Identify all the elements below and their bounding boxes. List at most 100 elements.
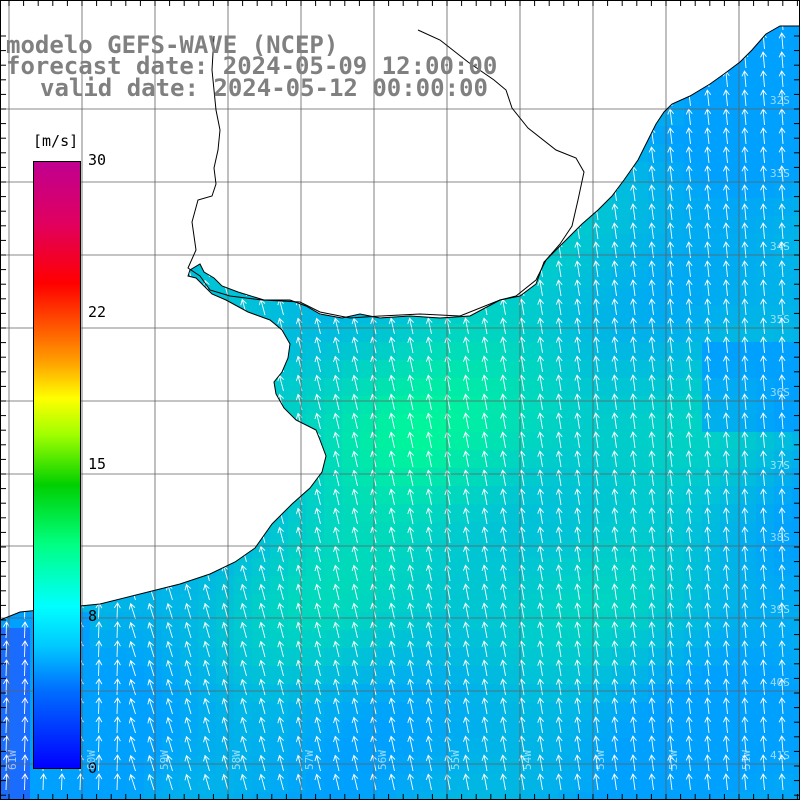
wind-arrow <box>114 716 121 734</box>
wind-arrow <box>648 735 656 753</box>
wind-speed-cell <box>792 396 800 414</box>
wind-arrow <box>425 317 433 335</box>
wind-arrow <box>722 146 730 164</box>
lon-label-61w: 61W <box>6 750 19 770</box>
wind-arrow <box>184 697 192 715</box>
wind-arrow <box>555 393 563 411</box>
wind-arrow <box>537 716 544 734</box>
wind-speed-cell <box>540 756 558 774</box>
wind-arrow <box>555 336 563 354</box>
wind-arrow <box>741 336 749 354</box>
wind-arrow <box>500 602 507 620</box>
wind-arrow <box>500 678 507 696</box>
wind-arrow <box>388 678 396 696</box>
wind-arrow <box>407 678 414 696</box>
wind-speed-cell <box>324 324 342 342</box>
wind-speed-cell <box>414 576 432 594</box>
wind-speed-cell <box>90 630 108 648</box>
wind-arrow <box>537 393 544 411</box>
wind-speed-cell <box>558 486 576 504</box>
wind-arrow <box>760 203 767 221</box>
wind-arrow <box>667 564 674 582</box>
wind-speed-cell <box>666 378 684 396</box>
wind-speed-cell <box>738 90 756 108</box>
wind-speed-cell <box>774 26 792 36</box>
wind-arrow <box>481 773 489 791</box>
wind-speed-cell <box>558 504 576 522</box>
wind-speed-cell <box>702 468 720 486</box>
wind-speed-cell <box>720 324 738 342</box>
wind-speed-cell <box>468 558 486 576</box>
wind-speed-cell <box>270 756 288 774</box>
wind-arrow <box>425 678 433 696</box>
wind-arrow <box>277 697 284 715</box>
wind-speed-cell <box>594 648 612 666</box>
wind-speed-cell <box>270 666 288 684</box>
wind-speed-cell <box>306 702 324 720</box>
wind-speed-cell <box>342 378 360 396</box>
wind-arrow <box>778 602 786 620</box>
wind-speed-cell <box>360 774 378 792</box>
wind-speed-cell <box>666 702 684 720</box>
wind-speed-cell <box>414 738 432 756</box>
wind-arrow <box>21 659 29 677</box>
wind-arrow <box>648 431 656 449</box>
wind-speed-cell <box>450 504 468 522</box>
wind-arrow <box>555 773 563 791</box>
wind-arrow <box>314 317 322 335</box>
wind-speed-cell <box>468 612 486 630</box>
wind-arrow <box>407 507 414 525</box>
wind-arrow <box>685 450 693 468</box>
wind-arrow <box>648 488 656 506</box>
wind-arrow <box>351 640 359 658</box>
wind-arrow <box>240 602 247 620</box>
wind-speed-cell <box>792 324 800 342</box>
wind-arrow <box>593 450 600 468</box>
wind-speed-cell <box>234 774 252 792</box>
wind-speed-cell <box>720 486 738 504</box>
wind-speed-cell <box>630 774 648 792</box>
wind-arrow <box>333 450 340 468</box>
wind-arrow <box>722 222 730 240</box>
wind-speed-cell <box>666 270 684 288</box>
wind-arrow <box>425 583 433 601</box>
wind-arrow <box>722 564 730 582</box>
wind-arrow <box>333 602 340 620</box>
wind-arrow <box>574 450 582 468</box>
wind-speed-cell <box>738 306 756 324</box>
wind-arrow <box>630 583 637 601</box>
wind-arrow <box>722 279 730 297</box>
wind-speed-cell <box>666 486 684 504</box>
wind-speed-cell <box>432 666 450 684</box>
wind-arrow <box>667 355 674 373</box>
wind-speed-cell <box>648 288 666 306</box>
wind-speed-cell <box>540 288 558 306</box>
wind-speed-cell <box>666 594 684 612</box>
wind-arrow <box>425 716 433 734</box>
colorbar-tick-8: 8 <box>88 607 98 625</box>
wind-speed-cell <box>468 666 486 684</box>
wind-speed-cell <box>684 324 702 342</box>
wind-arrow <box>425 602 433 620</box>
wind-arrow <box>741 697 749 715</box>
wind-speed-cell <box>738 342 756 360</box>
wind-arrow <box>648 754 656 772</box>
wind-speed-cell <box>756 72 774 90</box>
wind-speed-cell <box>324 648 342 666</box>
wind-speed-cell <box>288 792 306 800</box>
wind-speed-cell <box>162 684 180 702</box>
wind-speed-cell <box>612 360 630 378</box>
wind-speed-cell <box>612 378 630 396</box>
wind-arrow <box>537 564 544 582</box>
wind-arrow <box>630 754 637 772</box>
wind-speed-cell <box>396 756 414 774</box>
wind-speed-cell <box>378 360 396 378</box>
wind-arrow <box>481 735 489 753</box>
wind-arrow <box>778 298 786 316</box>
wind-arrow <box>3 697 10 715</box>
wind-speed-cell <box>378 378 396 396</box>
wind-speed-cell <box>558 684 576 702</box>
wind-arrow <box>648 526 656 544</box>
wind-arrow <box>722 754 730 772</box>
